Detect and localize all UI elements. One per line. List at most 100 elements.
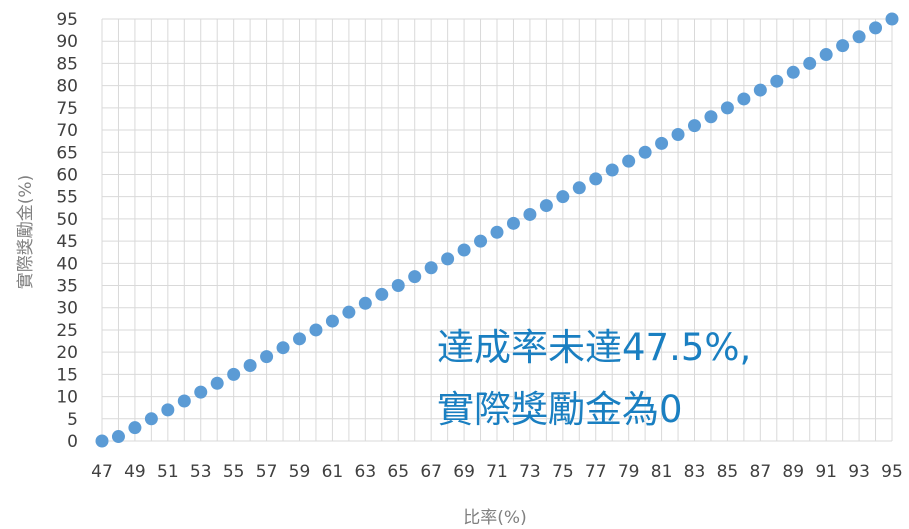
x-tick-label: 75: [552, 462, 574, 482]
x-tick-label: 77: [585, 462, 607, 482]
x-tick-label: 93: [848, 462, 870, 482]
data-point: [852, 30, 866, 44]
x-tick-label: 69: [453, 462, 475, 482]
data-point: [737, 92, 751, 106]
y-tick-label: 25: [56, 321, 78, 341]
x-axis-ticks: 47 49 51 53 55 57 59 61 63 65 67 69 71 73 75 77 79 81 83 85…: [91, 462, 903, 482]
y-tick-label: 5: [67, 410, 78, 430]
x-tick-label: 85: [717, 462, 739, 482]
data-point: [803, 56, 817, 70]
data-point: [523, 207, 537, 221]
y-tick-label: 40: [56, 254, 78, 274]
data-point: [589, 172, 603, 186]
data-point: [210, 376, 224, 390]
y-tick-label: 35: [56, 277, 78, 297]
x-tick-label: 91: [815, 462, 837, 482]
data-point: [260, 350, 274, 364]
data-point: [490, 225, 504, 239]
y-axis-title: 實際獎勵金(%): [16, 175, 36, 289]
data-point: [243, 358, 257, 372]
x-tick-label: 51: [157, 462, 179, 482]
x-tick-label: 59: [289, 462, 311, 482]
data-point: [111, 430, 125, 444]
data-point: [622, 154, 636, 168]
data-point: [704, 110, 718, 124]
data-point: [342, 305, 356, 319]
x-tick-label: 95: [881, 462, 903, 482]
data-point: [605, 163, 619, 177]
data-point: [688, 119, 701, 133]
data-point: [655, 136, 669, 150]
x-tick-label: 61: [322, 462, 344, 482]
y-tick-label: 20: [56, 343, 78, 363]
data-point: [408, 270, 422, 284]
x-tick-label: 71: [486, 462, 508, 482]
y-tick-label: 85: [56, 54, 78, 74]
y-tick-label: 30: [56, 299, 78, 319]
data-point: [375, 287, 389, 301]
data-point: [539, 199, 553, 213]
x-tick-label: 81: [651, 462, 673, 482]
data-point: [424, 261, 438, 275]
y-tick-label: 80: [56, 77, 78, 97]
y-tick-label: 65: [56, 143, 78, 163]
data-point: [474, 234, 488, 248]
data-point: [95, 434, 109, 448]
annotation: 達成率未達47.5%, 實際獎勵金為0: [437, 326, 751, 431]
x-tick-label: 79: [618, 462, 640, 482]
data-point: [638, 145, 652, 159]
x-tick-label: 57: [256, 462, 278, 482]
x-tick-label: 87: [750, 462, 772, 482]
x-tick-label: 67: [420, 462, 442, 482]
data-point: [309, 323, 323, 337]
data-point: [819, 48, 833, 62]
data-point: [144, 412, 158, 426]
y-tick-label: 50: [56, 210, 78, 230]
y-tick-label: 45: [56, 232, 78, 252]
data-point: [227, 367, 241, 381]
data-point: [293, 332, 306, 346]
data-point: [177, 394, 191, 408]
x-tick-label: 89: [782, 462, 804, 482]
annotation-line-2: 實際獎勵金為0: [437, 388, 683, 431]
data-point: [770, 74, 784, 88]
y-tick-label: 15: [56, 365, 78, 385]
annotation-line-1: 達成率未達47.5%,: [437, 326, 751, 369]
x-tick-label: 49: [124, 462, 146, 482]
data-point: [276, 341, 290, 355]
x-tick-label: 55: [223, 462, 245, 482]
data-point: [869, 21, 883, 35]
data-point: [671, 127, 685, 141]
x-tick-label: 63: [355, 462, 377, 482]
y-tick-label: 60: [56, 165, 78, 185]
x-tick-label: 65: [387, 462, 409, 482]
y-tick-label: 95: [56, 10, 78, 30]
x-tick-label: 73: [519, 462, 541, 482]
data-point: [194, 385, 208, 399]
data-point: [836, 39, 850, 53]
data-point: [572, 181, 586, 195]
data-point: [556, 190, 570, 204]
data-point: [885, 12, 899, 26]
y-tick-label: 75: [56, 99, 78, 119]
data-point: [720, 101, 734, 115]
data-point: [391, 279, 405, 293]
y-tick-label: 55: [56, 188, 78, 208]
data-point: [128, 421, 142, 435]
y-tick-label: 0: [67, 432, 78, 452]
x-tick-label: 47: [91, 462, 113, 482]
data-point: [506, 216, 520, 230]
data-points: [95, 12, 899, 448]
data-point: [753, 83, 767, 97]
y-tick-label: 10: [56, 388, 78, 408]
data-point: [457, 243, 471, 257]
y-tick-label: 90: [56, 32, 78, 52]
data-point: [441, 252, 455, 266]
x-tick-label: 83: [684, 462, 706, 482]
data-point: [161, 403, 175, 417]
data-point: [325, 314, 339, 328]
data-point: [786, 65, 800, 79]
data-point: [358, 296, 372, 310]
